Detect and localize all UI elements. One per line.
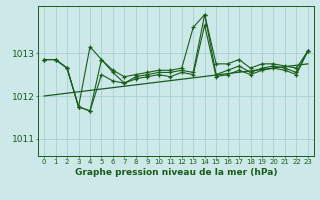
X-axis label: Graphe pression niveau de la mer (hPa): Graphe pression niveau de la mer (hPa) (75, 168, 277, 177)
